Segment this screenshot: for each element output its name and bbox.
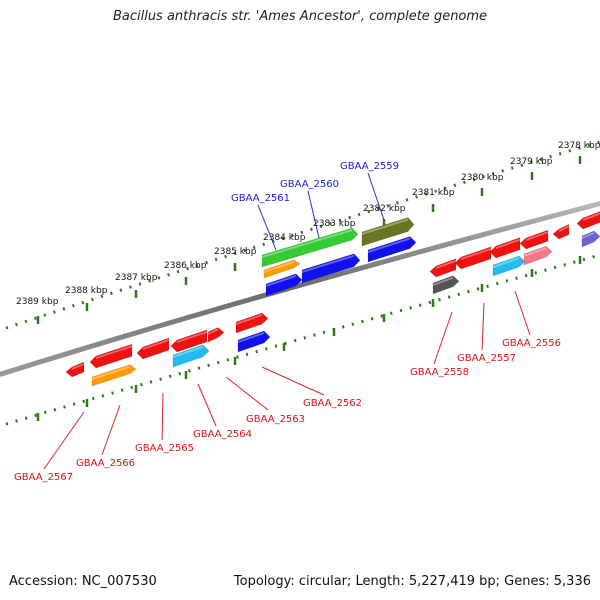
kbp-tick-label: 2388 kbp [65,286,108,296]
gene-feature-highlight [264,260,294,273]
gene-leader-line [197,383,217,427]
gene-label-bottom[interactable]: GBAA_2562 [303,398,362,409]
gene-label-bottom[interactable]: GBAA_2557 [457,353,516,364]
gene-feature-highlight [208,328,218,335]
kbp-tick-label: 2379 kbp [510,157,553,167]
kbp-tick-label: 2387 kbp [115,273,158,283]
gene-feature-arrow[interactable] [432,275,460,295]
gene-feature-arrow[interactable] [367,236,417,263]
gene-feature-highlight [238,332,264,343]
gene-feature-arrow[interactable] [429,258,457,278]
gene-feature-arrow[interactable] [65,361,85,378]
gene-label-bottom[interactable]: GBAA_2563 [246,414,305,425]
gene-label-bottom[interactable]: GBAA_2565 [135,443,194,454]
kbp-ruler: 2389 kbp 2388 kbp 2387 kbp 2386 kbp 2385 kbp… [5,140,600,426]
gene-feature-highlight [143,339,169,350]
gene-feature-arrow[interactable] [454,246,492,270]
genome-summary: Topology: circular; Length: 5,227,419 bp… [233,574,591,589]
kbp-tick-label: 2383 kbp [313,219,356,229]
gene-feature-highlight [177,330,207,343]
gene-feature-highlight [96,345,132,359]
gene-feature-arrow[interactable] [523,245,553,266]
gene-feature-highlight [302,254,354,273]
genome-title: Bacillus anthracis str. 'Ames Ancestor',… [112,9,488,24]
gene-feature-arrow[interactable] [237,330,271,353]
gene-leader-line [101,404,121,456]
gene-leader-line [161,392,164,441]
gene-leader-line [367,172,385,221]
kbp-tick-label: 2384 kbp [263,233,306,243]
gene-feature-arrow[interactable] [235,312,269,334]
gene-feature-highlight [582,231,594,239]
gene-feature-arrow[interactable] [263,259,301,279]
gene-feature-arrow[interactable] [492,255,526,277]
lower-dotted-track [5,253,600,426]
gene-label-top[interactable]: GBAA_2559 [340,161,399,172]
gene-feature-highlight [461,247,491,260]
gene-feature-highlight [362,218,408,235]
gene-feature-highlight [526,231,548,241]
gene-feature-highlight [173,345,203,358]
kbp-tick-label: 2386 kbp [164,261,207,271]
kbp-tick-label: 2380 kbp [461,173,504,183]
gene-feature-arrow[interactable] [261,227,359,268]
gene-label-bottom[interactable]: GBAA_2558 [410,367,469,378]
gene-feature-highlight [72,362,84,370]
gene-leader-line [433,311,453,365]
gene-labels: GBAA_2561GBAA_2560GBAA_2559GBAA_2567GBAA… [14,161,561,483]
gene-feature-arrow[interactable] [89,343,133,369]
gene-label-bottom[interactable]: GBAA_2556 [502,338,561,349]
gene-feature-highlight [92,365,130,380]
gene-leader-line [481,302,485,351]
gene-feature-highlight [524,247,546,257]
kbp-tick-label: 2382 kbp [363,204,406,214]
gene-feature-arrow[interactable] [489,237,521,259]
gene-leader-line [514,290,531,336]
gene-feature-arrow[interactable] [265,273,303,297]
gene-feature-arrow[interactable] [301,253,361,284]
gene-feature-arrow[interactable] [361,217,415,247]
gene-leader-line [307,190,320,239]
gene-label-top[interactable]: GBAA_2561 [231,193,290,204]
gene-feature-arrow[interactable] [207,327,225,343]
gene-leader-line [225,376,269,411]
gene-leader-line [257,204,277,251]
gene-feature-arrow[interactable] [576,211,600,230]
gene-feature-highlight [433,276,453,286]
kbp-tick-label: 2381 kbp [412,188,455,198]
gene-feature-arrow[interactable] [172,344,210,368]
gene-feature-highlight [583,212,600,221]
gene-leader-line [43,411,85,470]
kbp-tick-label: 2378 kbp [558,141,600,151]
gene-feature-highlight [236,314,262,325]
gene-label-bottom[interactable]: GBAA_2567 [14,472,73,483]
gene-label-bottom[interactable]: GBAA_2564 [193,429,252,440]
kbp-tick-label: 2385 kbp [214,247,257,257]
gene-feature-arrow[interactable] [519,229,549,250]
gene-feature-highlight [436,259,456,269]
gene-label-bottom[interactable]: GBAA_2566 [76,458,135,469]
accession-text: Accession: NC_007530 [9,574,157,589]
gene-label-top[interactable]: GBAA_2560 [280,179,339,190]
gene-features [65,211,600,387]
gene-feature-arrow[interactable] [91,364,137,387]
gene-feature-highlight [266,274,296,287]
gene-feature-highlight [496,238,520,249]
gene-feature-arrow[interactable] [552,224,570,240]
gene-feature-highlight [493,257,519,268]
gene-feature-highlight [262,229,352,258]
gene-leader-line [261,366,325,396]
gene-feature-arrow[interactable] [170,329,208,353]
kbp-tick-label: 2389 kbp [16,297,59,307]
gene-feature-highlight [368,237,410,253]
gene-feature-arrow[interactable] [136,337,170,360]
upper-dotted-track [5,140,600,330]
gene-feature-highlight [559,225,569,232]
gene-feature-arrow[interactable] [581,230,600,248]
